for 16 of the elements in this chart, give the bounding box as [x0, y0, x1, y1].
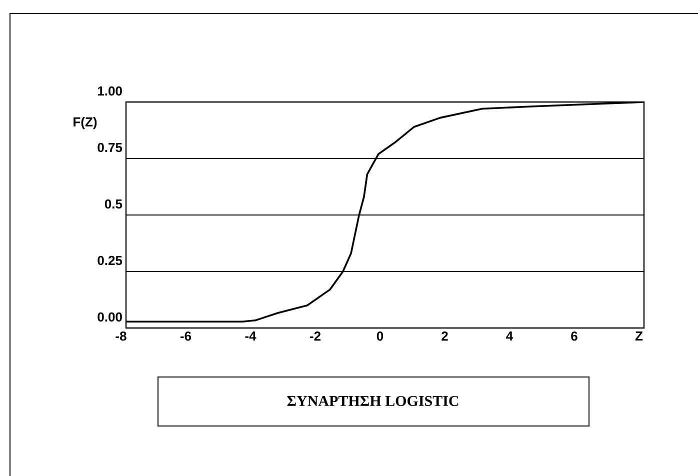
x-tick-label: 4 — [506, 332, 514, 340]
x-tick-label: Z — [635, 332, 643, 340]
x-tick-label: -6 — [180, 332, 192, 341]
text: ΣΥΝΑΡΤΗΣΗ LOGISTIC — [287, 396, 458, 406]
y-axis-title: F(Z) — [74, 116, 97, 130]
y-tick-label: 1.00 — [98, 86, 122, 96]
x-tick-label: -2 — [310, 332, 321, 341]
x-tick-label: 6 — [571, 332, 578, 341]
x-tick-label: 2 — [442, 332, 448, 341]
y-tick-label: 0.25 — [98, 256, 122, 266]
y-tick-label: 0.5 — [104, 199, 122, 209]
y-tick-label: 0.00 — [98, 312, 122, 322]
y-tick-label: 0.75 — [98, 142, 122, 152]
x-tick-label: 0 — [376, 332, 384, 341]
x-tick-label: -4 — [245, 332, 256, 340]
x-tick-label: -8 — [116, 332, 126, 341]
